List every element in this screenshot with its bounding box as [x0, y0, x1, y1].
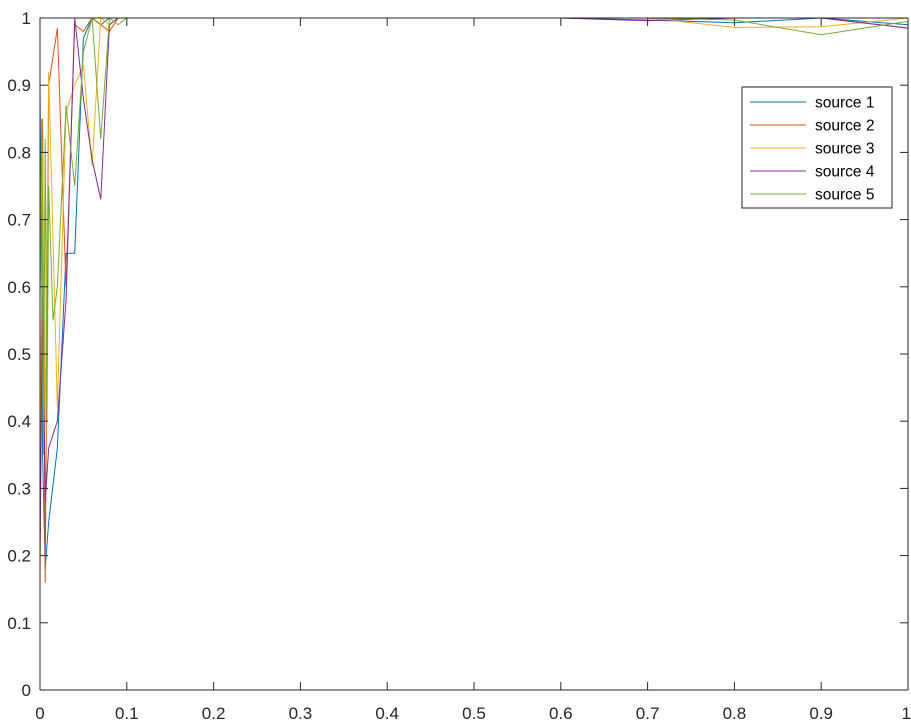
y-tick-label: 0.1 — [7, 614, 31, 633]
y-tick-label: 0.4 — [7, 412, 31, 431]
y-tick-label: 0.7 — [7, 211, 31, 230]
legend: source 1 source 2 source 3 source 4 source 5 — [741, 86, 893, 209]
x-tick-label: 0.8 — [723, 704, 747, 723]
legend-label-3: source 3 — [815, 141, 874, 158]
x-tick-label: 0.4 — [375, 704, 399, 723]
x-tick-label: 0.1 — [115, 704, 139, 723]
legend-label-2: source 2 — [815, 118, 874, 135]
y-tick-label: 0.2 — [7, 547, 31, 566]
legend-label-5: source 5 — [815, 187, 874, 204]
x-tick-label: 0.6 — [549, 704, 573, 723]
x-tick-label: 0.3 — [289, 704, 313, 723]
y-tick-label: 0.5 — [7, 345, 31, 364]
y-tick-label: 0.3 — [7, 479, 31, 498]
y-tick-label: 0.6 — [7, 278, 31, 297]
x-tick-label: 0.9 — [809, 704, 833, 723]
y-tick-label: 1 — [22, 9, 31, 28]
x-tick-label: 0.7 — [636, 704, 660, 723]
axes-layer: 0 0.1 0.2 0.3 0.4 0.5 0.6 0.7 0.8 0.9 1 0 0.1 0.2 0.3 0… — [7, 9, 911, 723]
x-tick-label: 0 — [35, 704, 44, 723]
legend-label-1: source 1 — [815, 95, 874, 112]
y-tick-label: 0.8 — [7, 143, 31, 162]
legend-label-4: source 4 — [815, 164, 875, 181]
x-tick-label: 0.5 — [462, 704, 486, 723]
y-tick-label: 0.9 — [7, 76, 31, 95]
x-tick-label: 1 — [902, 704, 911, 723]
x-tick-label: 0.2 — [202, 704, 226, 723]
y-tick-label: 0 — [22, 681, 31, 700]
